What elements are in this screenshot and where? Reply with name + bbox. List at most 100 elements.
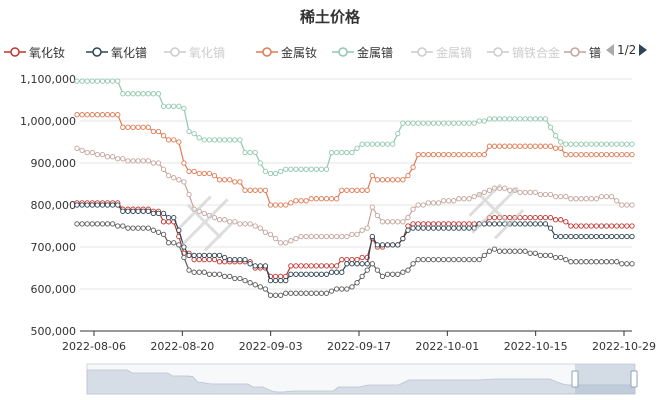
data-point [247, 149, 253, 156]
data-point [507, 143, 513, 149]
legend: 氧化钕 氧化镨 氧化镝 金属钕 金属镨 金属镝 镝铁合金 镨 [4, 42, 660, 62]
x-tick-label: 2022-10-01 [415, 340, 479, 353]
data-point [323, 290, 330, 296]
data-point [140, 91, 146, 97]
data-point [262, 187, 269, 193]
data-point [593, 223, 600, 229]
legend-item[interactable]: 氧化钕 [4, 42, 65, 62]
data-point [481, 252, 487, 259]
data-point [390, 177, 396, 183]
data-point [196, 170, 202, 177]
legend-item[interactable]: 金属钕 [256, 42, 317, 62]
zoom-handle[interactable] [630, 370, 638, 388]
data-point [629, 141, 635, 147]
data-point [349, 284, 355, 290]
x-tick-label: 2022-08-20 [150, 340, 214, 353]
data-point [369, 204, 375, 210]
data-point [359, 273, 365, 280]
data-point [308, 263, 314, 269]
data-point [94, 78, 101, 84]
data-point [344, 149, 350, 156]
data-point [374, 212, 381, 219]
data-point [552, 193, 559, 200]
legend-item[interactable]: 金属镨 [332, 42, 393, 62]
data-point [242, 187, 248, 193]
data-point [390, 219, 396, 225]
data-point [415, 256, 421, 263]
data-point [115, 112, 121, 118]
legend-item[interactable]: 氧化镨 [86, 42, 147, 62]
data-point [171, 175, 177, 181]
data-point [318, 263, 325, 269]
data-point [334, 233, 340, 240]
legend-item[interactable]: 金属镝 [411, 42, 472, 62]
data-point [491, 246, 498, 252]
data-point [120, 156, 126, 162]
data-point [308, 233, 314, 240]
data-point [461, 151, 467, 158]
data-point [247, 221, 253, 227]
data-point [339, 149, 345, 156]
data-point [374, 242, 381, 248]
data-point [288, 290, 294, 296]
data-point [328, 233, 335, 240]
data-point [334, 263, 340, 269]
data-point [583, 233, 589, 240]
data-point [125, 91, 131, 97]
data-point [395, 219, 401, 225]
data-point [191, 269, 197, 275]
data-point [593, 141, 600, 147]
legend-marker-icon [164, 47, 186, 57]
data-point [568, 233, 574, 240]
data-point [496, 214, 503, 221]
data-point [191, 206, 197, 212]
data-point [446, 225, 452, 231]
chart-title: 稀土价格 [299, 8, 360, 26]
data-point [435, 225, 442, 231]
data-point [588, 141, 594, 147]
data-point [227, 273, 233, 280]
data-point [84, 149, 90, 156]
data-point [532, 250, 538, 256]
data-point [456, 225, 462, 231]
data-point [211, 137, 218, 143]
data-point [308, 196, 314, 202]
data-point [99, 202, 106, 208]
legend-item[interactable]: 氧化镝 [164, 42, 225, 62]
data-point [94, 112, 101, 118]
legend-item[interactable]: 镝铁合金 [487, 42, 560, 62]
data-point [379, 242, 386, 248]
data-point [318, 233, 325, 240]
data-point [328, 269, 335, 275]
data-point [481, 151, 487, 158]
data-point [176, 242, 182, 248]
data-point [578, 223, 584, 229]
data-point [313, 290, 319, 296]
data-point [496, 116, 503, 122]
legend-pager: 1/2 [606, 43, 648, 57]
data-point [364, 187, 370, 193]
pager-prev-icon[interactable] [606, 44, 614, 56]
data-point [603, 223, 610, 229]
data-point [216, 271, 223, 277]
zoom-handle[interactable] [571, 370, 579, 388]
data-point [486, 187, 493, 193]
data-point [400, 120, 406, 126]
data-point [440, 151, 447, 158]
data-point [456, 196, 462, 202]
data-point [145, 225, 151, 231]
legend-item[interactable]: 镨 [564, 42, 601, 62]
data-point [461, 196, 467, 202]
data-point [303, 290, 309, 296]
data-point [99, 112, 106, 118]
data-point [588, 223, 594, 229]
data-point [222, 217, 228, 223]
data-point [267, 292, 274, 298]
data-point [598, 141, 605, 147]
data-point [191, 168, 197, 175]
data-point [369, 141, 375, 147]
data-point [430, 151, 437, 158]
data-point [558, 254, 564, 261]
pager-next-icon[interactable] [639, 44, 648, 56]
data-point [334, 269, 340, 275]
